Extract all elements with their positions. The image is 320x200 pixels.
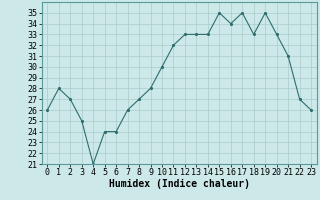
X-axis label: Humidex (Indice chaleur): Humidex (Indice chaleur)	[109, 179, 250, 189]
